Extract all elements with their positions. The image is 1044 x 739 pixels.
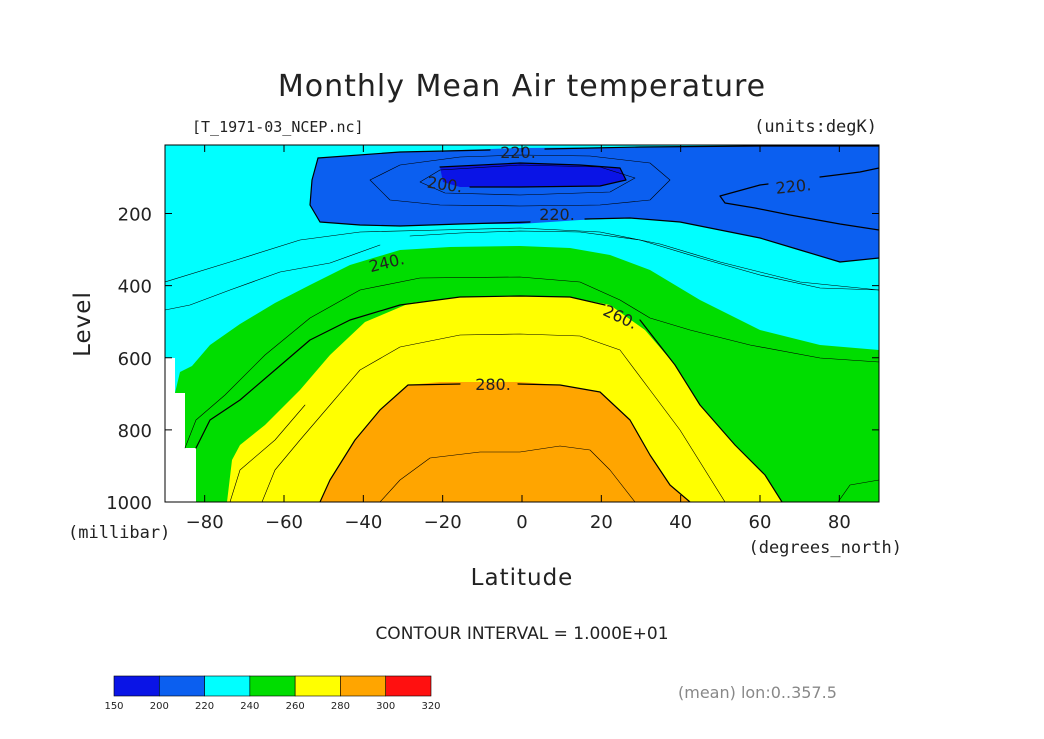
contour-line-220-arctic-east bbox=[819, 167, 879, 178]
x-tick-label: 40 bbox=[669, 512, 692, 533]
colorbar-label: 220 bbox=[195, 701, 214, 712]
colorbar-swatch bbox=[385, 675, 432, 697]
colorbar-swatch bbox=[204, 675, 251, 697]
contour-line-280 bbox=[319, 383, 461, 502]
x-tick-label: 80 bbox=[828, 512, 851, 533]
colorbar-swatch bbox=[158, 675, 205, 697]
contour-line-200 bbox=[439, 162, 627, 188]
contour-line-220 bbox=[317, 149, 491, 159]
contour-line-220-bottom-east bbox=[584, 217, 879, 263]
x-tick-label: 20 bbox=[590, 512, 613, 533]
x-tick-label: −40 bbox=[344, 512, 382, 533]
contour-label-220-mid: 220. bbox=[539, 205, 575, 224]
contour-label-200: 200. bbox=[426, 173, 464, 197]
colorbar-label: 280 bbox=[331, 701, 350, 712]
colorbar-label: 240 bbox=[240, 701, 259, 712]
y-tick-label: 800 bbox=[118, 421, 152, 442]
contour-line-240-south bbox=[165, 244, 381, 311]
y-units-label: (millibar) bbox=[68, 523, 170, 543]
y-axis: 200 400 600 800 1000 bbox=[106, 205, 879, 514]
colorbar-label: 150 bbox=[104, 701, 123, 712]
contour-line-220-bottom bbox=[309, 157, 531, 227]
contour-line-230 bbox=[165, 227, 879, 291]
colorbar: 150 200 220 240 260 280 300 320 bbox=[104, 675, 441, 712]
x-tick-label: 60 bbox=[749, 512, 772, 533]
colorbar-swatch bbox=[113, 675, 160, 697]
colorbar-swatch bbox=[294, 675, 341, 697]
fill-region-280-300 bbox=[320, 382, 690, 502]
contour-line-250 bbox=[184, 276, 879, 449]
units-label: (units:degK) bbox=[754, 117, 877, 137]
contour-line-260-east bbox=[639, 319, 783, 502]
contour-line-210-outer bbox=[369, 154, 671, 207]
averaging-note: (mean) lon:0..357.5 bbox=[678, 683, 837, 702]
colorbar-label: 320 bbox=[421, 701, 440, 712]
contour-label-280: 280. bbox=[475, 375, 511, 394]
plot-area: 220. 200. 220. 220. 240. 260. 280. bbox=[165, 143, 879, 502]
contour-line-250-arctic bbox=[837, 479, 879, 502]
contour-line-210-inner bbox=[419, 164, 636, 196]
contour-lines bbox=[165, 145, 879, 502]
contour-line-290 bbox=[379, 445, 636, 502]
x-tick-label: 0 bbox=[516, 512, 527, 533]
y-tick-label: 600 bbox=[118, 349, 152, 370]
contour-label-220-top: 220. bbox=[500, 143, 536, 162]
contour-line-280-east bbox=[517, 383, 691, 502]
contour-interval-text: CONTOUR INTERVAL = 1.000E+01 bbox=[375, 624, 668, 644]
y-axis-title: Level bbox=[70, 291, 96, 357]
contour-line-260 bbox=[195, 295, 606, 449]
colorbar-label: 300 bbox=[376, 701, 395, 712]
colorbar-label: 200 bbox=[150, 701, 169, 712]
contour-label-220-arctic: 220. bbox=[775, 175, 812, 198]
x-units-label: (degrees_north) bbox=[748, 538, 902, 558]
contour-line-220-top bbox=[544, 145, 879, 150]
contour-line-270 bbox=[261, 333, 726, 502]
y-tick-label: 1000 bbox=[106, 493, 152, 514]
x-tick-label: −60 bbox=[265, 512, 303, 533]
x-axis-title: Latitude bbox=[471, 565, 574, 591]
colorbar-swatch bbox=[249, 675, 296, 697]
fill-region-150-200 bbox=[440, 163, 626, 187]
x-tick-label: −20 bbox=[424, 512, 462, 533]
file-label: [T_1971-03_NCEP.nc] bbox=[192, 118, 364, 136]
x-axis: −80 −60 −40 −20 0 20 40 60 80 bbox=[186, 145, 851, 533]
missing-data-region bbox=[165, 358, 196, 502]
y-tick-label: 200 bbox=[118, 205, 152, 226]
contour-line-250-lower bbox=[229, 404, 306, 502]
x-tick-label: −80 bbox=[186, 512, 224, 533]
chart-title: Monthly Mean Air temperature bbox=[278, 69, 766, 104]
y-tick-label: 400 bbox=[118, 277, 152, 298]
colorbar-label: 260 bbox=[286, 701, 305, 712]
colorbar-swatch bbox=[340, 675, 387, 697]
contour-line-220-arctic bbox=[719, 183, 879, 231]
